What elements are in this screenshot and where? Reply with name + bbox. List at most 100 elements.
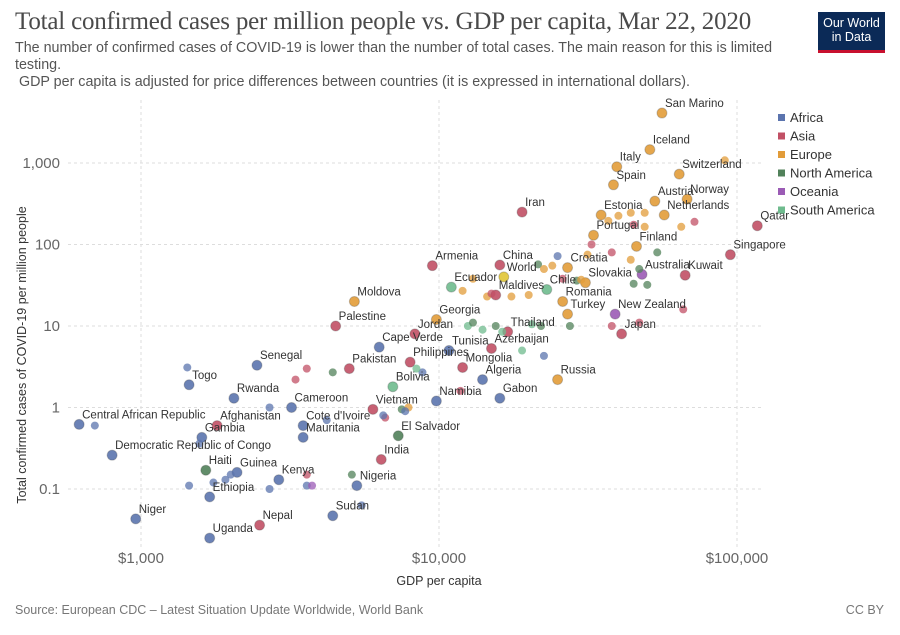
data-point[interactable] <box>491 322 500 330</box>
data-point[interactable] <box>527 320 536 329</box>
data-point[interactable] <box>302 470 311 479</box>
data-point[interactable] <box>265 403 274 412</box>
data-point[interactable] <box>379 411 388 420</box>
data-point[interactable] <box>302 364 311 373</box>
data-point[interactable] <box>640 222 649 231</box>
data-point-moldova[interactable] <box>348 295 360 307</box>
data-point[interactable] <box>357 501 366 510</box>
data-point-romania[interactable] <box>557 295 569 307</box>
data-point[interactable] <box>583 250 592 259</box>
data-point-russia[interactable] <box>552 374 564 386</box>
data-point[interactable] <box>518 346 527 355</box>
data-point[interactable] <box>418 368 427 377</box>
data-point-tunisia[interactable] <box>443 345 455 357</box>
data-point[interactable] <box>577 275 586 284</box>
data-point-nigeria[interactable] <box>351 480 363 492</box>
data-point-rwanda[interactable] <box>228 392 240 404</box>
data-point[interactable] <box>328 368 337 377</box>
data-point[interactable] <box>195 439 204 448</box>
data-point[interactable] <box>653 248 662 257</box>
data-point-pakistan[interactable] <box>343 363 355 375</box>
data-point[interactable] <box>626 255 635 264</box>
data-point[interactable] <box>607 322 616 330</box>
data-point-finland[interactable] <box>631 240 643 252</box>
data-point[interactable] <box>534 260 543 269</box>
data-point[interactable] <box>347 470 356 479</box>
data-point-chile[interactable] <box>541 284 553 296</box>
data-point-armenia[interactable] <box>426 260 438 272</box>
legend-item-oceania[interactable]: Oceania <box>778 184 839 199</box>
data-point-haiti[interactable] <box>200 464 212 476</box>
data-point-mongolia[interactable] <box>457 361 469 373</box>
data-point-philippines[interactable] <box>404 356 416 368</box>
legend-item-south-america[interactable]: South America <box>778 203 875 218</box>
data-point[interactable] <box>468 274 477 283</box>
data-point-turkey[interactable] <box>562 308 574 320</box>
data-point[interactable] <box>565 322 574 330</box>
data-point[interactable] <box>629 279 638 288</box>
data-point[interactable] <box>690 217 699 226</box>
data-point[interactable] <box>626 208 635 217</box>
data-point-qatar[interactable] <box>751 220 763 232</box>
data-point-algeria[interactable] <box>477 374 489 386</box>
data-point[interactable] <box>640 208 649 217</box>
data-point[interactable] <box>412 364 421 373</box>
data-point[interactable] <box>291 375 300 384</box>
data-point-bolivia[interactable] <box>387 381 399 393</box>
data-point[interactable] <box>587 240 596 249</box>
legend-item-europe[interactable]: Europe <box>778 147 832 162</box>
data-point-nepal[interactable] <box>254 519 266 531</box>
legend-item-asia[interactable]: Asia <box>778 129 816 144</box>
data-point[interactable] <box>507 292 516 301</box>
data-point-iceland[interactable] <box>644 144 656 156</box>
data-point[interactable] <box>607 248 616 257</box>
data-point[interactable] <box>604 216 613 225</box>
data-point[interactable] <box>265 485 274 493</box>
data-point[interactable] <box>185 481 194 490</box>
data-point[interactable] <box>635 318 644 327</box>
data-point[interactable] <box>209 478 218 487</box>
data-point[interactable] <box>487 289 496 298</box>
data-point[interactable] <box>539 351 548 360</box>
data-point[interactable] <box>537 322 546 330</box>
data-point-democratic-republic-of-congo[interactable] <box>106 449 118 461</box>
data-point-mauritania[interactable] <box>297 431 309 443</box>
data-point[interactable] <box>679 305 688 314</box>
data-point-estonia[interactable] <box>595 209 607 221</box>
data-point-gabon[interactable] <box>494 392 506 404</box>
data-point-china[interactable] <box>494 259 506 271</box>
data-point[interactable] <box>629 220 638 229</box>
data-point-switzerland[interactable] <box>673 168 685 180</box>
data-point[interactable] <box>614 211 623 220</box>
data-point-portugal[interactable] <box>588 229 600 241</box>
data-point-kenya[interactable] <box>273 474 285 486</box>
data-point[interactable] <box>643 280 652 289</box>
data-point[interactable] <box>720 156 729 165</box>
data-point-uganda[interactable] <box>204 532 216 544</box>
data-point-japan[interactable] <box>616 328 628 340</box>
data-point[interactable] <box>456 386 465 395</box>
data-point-world[interactable] <box>498 271 510 283</box>
owid-logo[interactable]: Our World in Data <box>818 12 885 53</box>
data-point[interactable] <box>458 286 467 295</box>
data-point[interactable] <box>524 291 533 300</box>
data-point-senegal[interactable] <box>251 359 263 371</box>
data-point[interactable] <box>468 318 477 327</box>
legend-item-north-america[interactable]: North America <box>778 166 873 181</box>
data-point-austria[interactable] <box>649 195 661 207</box>
data-point-cameroon[interactable] <box>286 402 298 413</box>
license-link[interactable]: CC BY <box>845 603 884 617</box>
data-point[interactable] <box>322 416 331 425</box>
data-point[interactable] <box>558 274 567 283</box>
data-point-georgia[interactable] <box>430 314 442 326</box>
data-point-kuwait[interactable] <box>679 269 691 281</box>
data-point[interactable] <box>539 265 548 274</box>
data-point-cote-d-ivoire[interactable] <box>297 420 309 432</box>
data-point[interactable] <box>401 407 410 416</box>
data-point[interactable] <box>553 252 562 261</box>
data-point[interactable] <box>478 325 487 334</box>
data-point-cape-verde[interactable] <box>373 341 385 353</box>
data-point-azerbaijan[interactable] <box>485 342 497 354</box>
data-point[interactable] <box>548 261 557 270</box>
data-point-togo[interactable] <box>183 379 195 391</box>
